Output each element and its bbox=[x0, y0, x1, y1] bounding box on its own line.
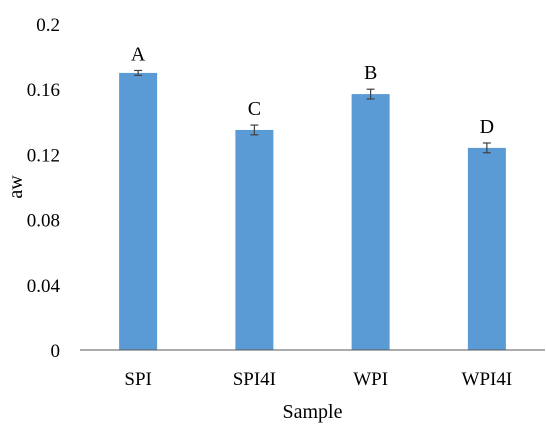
y-tick-label: 0.12 bbox=[27, 145, 60, 166]
y-tick-label: 0.08 bbox=[27, 211, 60, 232]
x-axis-ticks: SPI SPI4I WPI WPI4I bbox=[124, 369, 512, 390]
x-tick-label: WPI bbox=[353, 369, 388, 390]
x-axis-title: Sample bbox=[283, 401, 343, 423]
error-bars bbox=[134, 69, 491, 154]
significance-letter: B bbox=[364, 62, 377, 84]
x-tick-label: WPI4I bbox=[462, 369, 513, 390]
y-axis-title: aw bbox=[5, 175, 27, 199]
bar bbox=[119, 72, 158, 351]
y-tick-label: 0.2 bbox=[36, 15, 60, 36]
significance-letters: A C B D bbox=[131, 43, 494, 138]
significance-letter: D bbox=[480, 116, 494, 138]
bar bbox=[351, 94, 390, 350]
y-axis-ticks: 0 0.04 0.08 0.12 0.16 0.2 bbox=[27, 15, 61, 362]
y-tick-label: 0.16 bbox=[27, 80, 60, 101]
bar bbox=[235, 129, 274, 350]
bar bbox=[467, 147, 506, 350]
y-tick-label: 0.04 bbox=[27, 276, 61, 297]
significance-letter: A bbox=[131, 43, 146, 65]
x-tick-label: SPI bbox=[124, 369, 151, 390]
bars bbox=[119, 72, 506, 351]
x-tick-label: SPI4I bbox=[233, 369, 276, 390]
y-tick-label: 0 bbox=[51, 341, 61, 362]
significance-letter: C bbox=[248, 98, 261, 120]
